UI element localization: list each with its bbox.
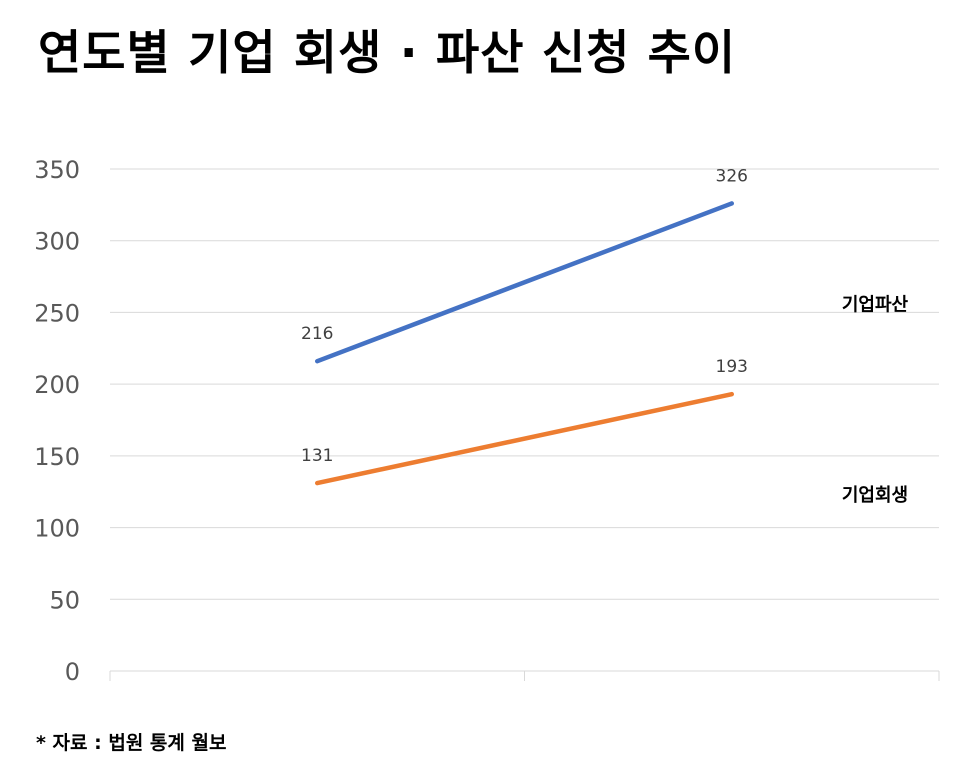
series-lines <box>315 201 734 486</box>
y-tick-label: 300 <box>34 228 80 256</box>
data-label: 193 <box>716 357 748 377</box>
y-tick-label: 250 <box>34 299 80 327</box>
data-label: 216 <box>301 324 333 344</box>
y-tick-label: 100 <box>34 515 80 543</box>
data-label: 326 <box>716 166 748 186</box>
gridlines <box>110 168 939 600</box>
data-label: 131 <box>301 446 333 466</box>
y-tick-label: 150 <box>34 443 80 471</box>
series-label: 기업파산 <box>842 294 909 315</box>
y-tick-label: 200 <box>34 371 80 399</box>
data-labels: 216 326 131 193 <box>301 166 748 466</box>
series-label: 기업회생 <box>842 485 908 506</box>
y-tick-label: 350 <box>34 156 80 184</box>
series-line <box>315 391 734 486</box>
y-axis-tick-labels: 0 50 100 150 200 250 300 350 <box>34 156 80 686</box>
chart-title: 연도별 기업 회생 · 파산 신청 추이 <box>38 26 737 81</box>
series-line <box>315 201 734 364</box>
y-tick-label: 0 <box>65 658 80 686</box>
x-axis <box>109 670 940 681</box>
y-tick-label: 50 <box>49 586 80 614</box>
source-note: * 자료 : 법원 통계 월보 <box>36 732 227 754</box>
